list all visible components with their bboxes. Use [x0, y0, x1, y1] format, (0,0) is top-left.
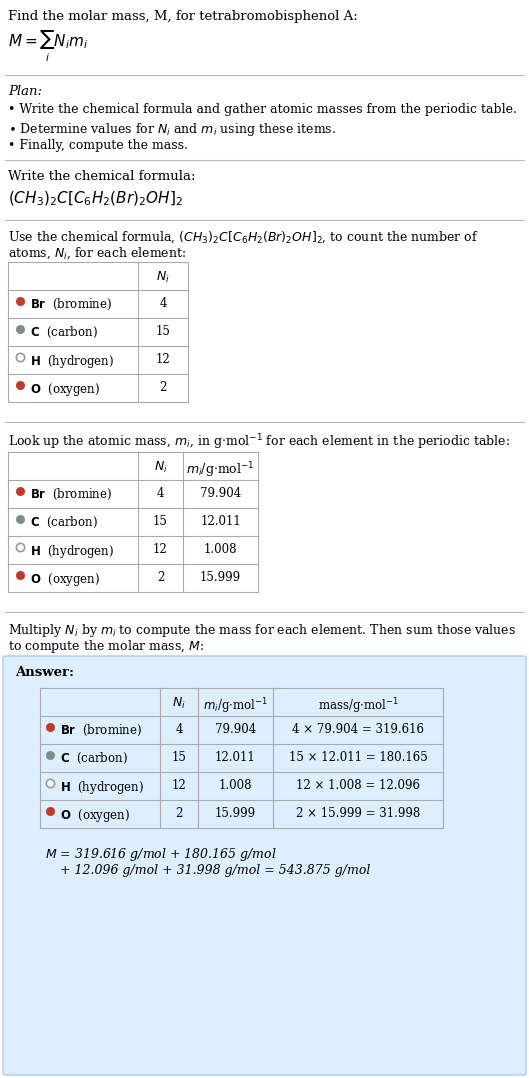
Text: $(CH_3)_2C[C_6H_2(Br)_2OH]_2$: $(CH_3)_2C[C_6H_2(Br)_2OH]_2$	[8, 190, 183, 208]
Text: $\mathbf{O}$  (oxygen): $\mathbf{O}$ (oxygen)	[30, 571, 100, 588]
Text: 2 × 15.999 = 31.998: 2 × 15.999 = 31.998	[296, 807, 420, 820]
Text: 12 × 1.008 = 12.096: 12 × 1.008 = 12.096	[296, 779, 420, 792]
Text: $m_i$/g$\cdot$mol$^{-1}$: $m_i$/g$\cdot$mol$^{-1}$	[203, 696, 268, 716]
Text: $\mathbf{O}$  (oxygen): $\mathbf{O}$ (oxygen)	[60, 807, 130, 824]
Text: 79.904: 79.904	[200, 487, 241, 500]
Text: 15 × 12.011 = 180.165: 15 × 12.011 = 180.165	[289, 751, 427, 764]
Text: 1.008: 1.008	[204, 543, 237, 556]
Text: $\mathbf{O}$  (oxygen): $\mathbf{O}$ (oxygen)	[30, 381, 100, 398]
Text: 2: 2	[175, 807, 183, 820]
Text: 12.011: 12.011	[215, 751, 256, 764]
Text: Plan:: Plan:	[8, 85, 42, 98]
Text: Multiply $N_i$ by $m_i$ to compute the mass for each element. Then sum those val: Multiply $N_i$ by $m_i$ to compute the m…	[8, 622, 516, 639]
Text: 2: 2	[157, 571, 164, 584]
Text: 12: 12	[156, 353, 170, 367]
Text: Write the chemical formula:: Write the chemical formula:	[8, 170, 196, 183]
Text: 4 × 79.904 = 319.616: 4 × 79.904 = 319.616	[292, 723, 424, 736]
Text: 2: 2	[159, 381, 167, 393]
Text: 79.904: 79.904	[215, 723, 256, 736]
Text: Use the chemical formula, $(CH_3)_2C[C_6H_2(Br)_2OH]_2$, to count the number of: Use the chemical formula, $(CH_3)_2C[C_6…	[8, 230, 479, 246]
Text: Find the molar mass, M, for tetrabromobisphenol A:: Find the molar mass, M, for tetrabromobi…	[8, 10, 358, 23]
Text: 4: 4	[157, 487, 164, 500]
Text: mass/g$\cdot$mol$^{-1}$: mass/g$\cdot$mol$^{-1}$	[317, 696, 398, 716]
Text: $N_i$: $N_i$	[172, 696, 186, 711]
Text: to compute the molar mass, $M$:: to compute the molar mass, $M$:	[8, 638, 204, 655]
Text: 4: 4	[159, 298, 167, 310]
Text: 15: 15	[171, 751, 186, 764]
Text: Look up the atomic mass, $m_i$, in g$\cdot$mol$^{-1}$ for each element in the pe: Look up the atomic mass, $m_i$, in g$\cd…	[8, 432, 510, 452]
Text: $\mathbf{C}$  (carbon): $\mathbf{C}$ (carbon)	[60, 751, 128, 766]
Text: + 12.096 g/mol + 31.998 g/mol = 543.875 g/mol: + 12.096 g/mol + 31.998 g/mol = 543.875 …	[60, 863, 370, 877]
Text: • Write the chemical formula and gather atomic masses from the periodic table.: • Write the chemical formula and gather …	[8, 103, 517, 116]
Text: atoms, $N_i$, for each element:: atoms, $N_i$, for each element:	[8, 246, 186, 262]
Text: $M = \sum_i N_i m_i$: $M = \sum_i N_i m_i$	[8, 30, 88, 65]
FancyBboxPatch shape	[3, 657, 526, 1075]
Text: 12: 12	[171, 779, 186, 792]
Text: Answer:: Answer:	[15, 666, 74, 679]
Text: $M$ = 319.616 g/mol + 180.165 g/mol: $M$ = 319.616 g/mol + 180.165 g/mol	[45, 846, 277, 863]
Text: 15.999: 15.999	[215, 807, 256, 820]
Text: $\mathbf{Br}$  (bromine): $\mathbf{Br}$ (bromine)	[30, 298, 112, 313]
Text: $m_i$/g$\cdot$mol$^{-1}$: $m_i$/g$\cdot$mol$^{-1}$	[186, 460, 255, 480]
Text: $\mathbf{C}$  (carbon): $\mathbf{C}$ (carbon)	[30, 515, 98, 530]
Text: 15: 15	[156, 324, 170, 338]
Text: $\mathbf{Br}$  (bromine): $\mathbf{Br}$ (bromine)	[30, 487, 112, 502]
Text: $N_i$: $N_i$	[156, 270, 170, 285]
Text: 15: 15	[153, 515, 168, 528]
Text: $\mathbf{H}$  (hydrogen): $\mathbf{H}$ (hydrogen)	[30, 353, 114, 370]
Text: 12.011: 12.011	[200, 515, 241, 528]
Text: 1.008: 1.008	[219, 779, 252, 792]
Text: 12: 12	[153, 543, 168, 556]
Text: $\mathbf{C}$  (carbon): $\mathbf{C}$ (carbon)	[30, 324, 98, 340]
Text: • Finally, compute the mass.: • Finally, compute the mass.	[8, 139, 188, 152]
Text: $\mathbf{H}$  (hydrogen): $\mathbf{H}$ (hydrogen)	[30, 543, 114, 559]
Text: $\mathbf{H}$  (hydrogen): $\mathbf{H}$ (hydrogen)	[60, 779, 144, 796]
Text: $\bullet$ Determine values for $N_i$ and $m_i$ using these items.: $\bullet$ Determine values for $N_i$ and…	[8, 121, 336, 138]
Text: $\mathbf{Br}$  (bromine): $\mathbf{Br}$ (bromine)	[60, 723, 142, 738]
Text: $N_i$: $N_i$	[153, 460, 167, 475]
Text: 15.999: 15.999	[200, 571, 241, 584]
Text: 4: 4	[175, 723, 183, 736]
